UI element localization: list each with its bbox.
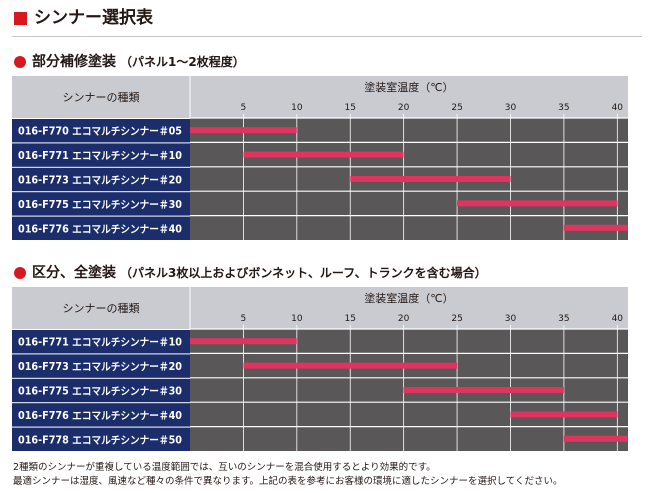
x-tick-label: 30 [505, 103, 517, 113]
x-tick-label: 20 [398, 103, 410, 113]
range-bar [350, 176, 511, 182]
footnote: 2種類のシンナーが重複している温度範囲では、互いのシンナーを混合使用するとより効… [13, 462, 436, 473]
range-bar [243, 151, 404, 158]
row-label: 016-F771 エコマルチシンナー＃10 [18, 150, 182, 162]
x-tick-label: 10 [291, 314, 303, 324]
row-label: 016-F773 エコマルチシンナー＃20 [18, 175, 182, 187]
x-tick-label: 40 [612, 103, 624, 113]
range-bar [190, 338, 297, 345]
row-label: 016-F778 エコマルチシンナー＃50 [18, 434, 182, 446]
row-header-label: シンナーの種類 [63, 90, 140, 104]
section-partial-repair: 部分補修塗装 （パネル1〜2枚程度） シンナーの種類 塗装室温度（℃） 5 10 15 20… [12, 52, 628, 240]
row-label-cell [12, 403, 190, 427]
row-label-cell [12, 427, 190, 451]
row-label: 016-F776 エコマルチシンナー＃40 [18, 223, 182, 235]
page-header: シンナー選択表 [12, 6, 642, 37]
row-label-cell [12, 167, 190, 192]
row-label: 016-F775 エコマルチシンナー＃30 [18, 199, 182, 211]
row-label: 016-F771 エコマルチシンナー＃10 [18, 337, 182, 349]
section-heading: 区分、全塗装 （パネル3枚以上およびボンネット、ルーフ、トランクを含む場合） [12, 263, 628, 285]
range-bar [403, 387, 564, 393]
x-tick-label: 5 [241, 314, 247, 324]
x-tick-label: 5 [241, 103, 247, 113]
x-tick-label: 30 [505, 314, 517, 324]
row-label-cell [12, 216, 190, 240]
x-tick-label: 20 [398, 314, 410, 324]
x-tick-label: 10 [291, 103, 303, 113]
bullet-dot-icon [14, 56, 26, 68]
bullet-dot-icon [14, 267, 26, 279]
footnotes: 2種類のシンナーが重複している温度範囲では、互いのシンナーを混合使用するとより効… [13, 461, 562, 489]
x-tick-label: 35 [558, 103, 569, 113]
section-heading: 部分補修塗装 （パネル1〜2枚程度） [12, 52, 628, 74]
section-subtitle: （パネル1〜2枚程度） [120, 55, 245, 69]
header-square-icon [14, 12, 27, 25]
row-label: 016-F770 エコマルチシンナー＃05 [18, 126, 182, 138]
page-title: シンナー選択表 [34, 8, 153, 28]
x-tick-label: 15 [345, 103, 356, 113]
chart-header-band [12, 76, 628, 118]
x-axis-title: 塗装室温度（℃） [364, 291, 453, 305]
range-bar [243, 362, 458, 369]
range-bar [563, 224, 628, 231]
x-tick-label: 25 [451, 314, 462, 324]
chart-svg: シンナーの種類 塗装室温度（℃） 5 10 15 20 25 30 35 40 016-F771 エ… [12, 287, 628, 451]
row-label: 016-F776 エコマルチシンナー＃40 [18, 410, 182, 422]
x-axis-title: 塗装室温度（℃） [364, 80, 453, 94]
row-label-cell [12, 143, 190, 167]
range-bar [563, 435, 628, 442]
chart-header-band [12, 287, 628, 329]
row-label-cell [12, 192, 190, 216]
range-bar [190, 127, 297, 134]
footnote: 最適シンナーは湿度、風速など種々の条件で異なります。上記の表を参考にお客様の環境… [13, 476, 563, 487]
row-label-cell [12, 119, 190, 143]
row-label: 016-F775 エコマルチシンナー＃30 [18, 386, 182, 398]
section-title: 部分補修塗装 [32, 54, 116, 70]
x-tick-label: 35 [558, 314, 569, 324]
row-label-cell [12, 330, 190, 354]
section-title: 区分、全塗装 [32, 265, 116, 281]
x-tick-label: 40 [612, 314, 624, 324]
section-full-paint: 区分、全塗装 （パネル3枚以上およびボンネット、ルーフ、トランクを含む場合） シン… [12, 263, 628, 451]
row-label-cell [12, 378, 190, 403]
row-header-label: シンナーの種類 [63, 301, 140, 315]
row-label-cell [12, 354, 190, 378]
x-tick-label: 15 [345, 314, 356, 324]
range-bar [457, 200, 618, 207]
section-subtitle: （パネル3枚以上およびボンネット、ルーフ、トランクを含む場合） [120, 266, 487, 280]
chart-partial-repair: シンナーの種類 塗装室温度（℃） 5 10 15 20 25 30 35 40 016-F770 エ… [12, 76, 628, 240]
chart-svg: シンナーの種類 塗装室温度（℃） 5 10 15 20 25 30 35 40 016-F770 エ… [12, 76, 628, 240]
range-bar [510, 411, 618, 418]
chart-full-paint: シンナーの種類 塗装室温度（℃） 5 10 15 20 25 30 35 40 016-F771 エ… [12, 287, 628, 451]
x-tick-label: 25 [451, 103, 462, 113]
row-label: 016-F773 エコマルチシンナー＃20 [18, 361, 182, 373]
